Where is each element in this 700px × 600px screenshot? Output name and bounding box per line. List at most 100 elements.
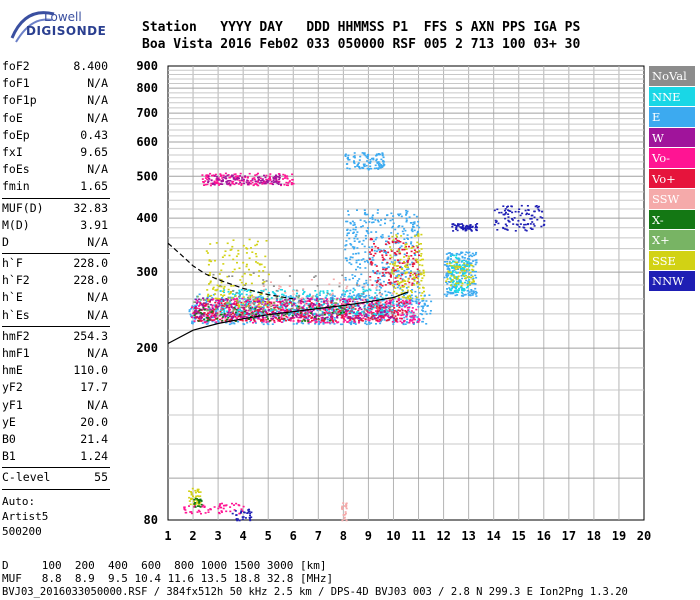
- echo-point: [288, 275, 291, 277]
- param-value: 110.0: [73, 363, 108, 378]
- echo-point: [387, 304, 390, 307]
- echo-point: [420, 253, 423, 255]
- echo-point: [339, 299, 342, 301]
- echo-point: [283, 304, 286, 307]
- echo-point: [390, 294, 393, 297]
- echo-point: [396, 232, 399, 235]
- echo-point: [364, 296, 367, 298]
- echo-point: [468, 265, 471, 268]
- echo-point: [224, 175, 227, 178]
- echo-point: [215, 310, 218, 313]
- echo-point: [331, 308, 334, 310]
- echo-point: [242, 178, 245, 181]
- echo-point: [188, 310, 191, 313]
- echo-point: [381, 166, 384, 168]
- echo-point: [247, 313, 250, 315]
- echo-point: [344, 244, 347, 247]
- echo-point: [451, 286, 454, 288]
- echo-point: [339, 301, 341, 303]
- echo-point: [224, 177, 227, 179]
- echo-point: [251, 179, 254, 181]
- echo-point: [305, 308, 308, 310]
- echo-point: [346, 308, 349, 311]
- echo-point: [306, 300, 309, 302]
- echo-point: [422, 299, 425, 302]
- echo-point: [228, 306, 231, 309]
- echo-point: [199, 309, 202, 311]
- echo-point: [352, 224, 355, 226]
- echo-point: [271, 318, 274, 321]
- echo-point: [385, 254, 388, 256]
- echo-point: [247, 304, 250, 306]
- echo-point: [223, 309, 226, 312]
- param-value: 1.65: [80, 179, 108, 194]
- echo-point: [310, 317, 313, 319]
- echo-point: [405, 316, 408, 318]
- echo-point: [207, 321, 210, 323]
- echo-point: [331, 292, 334, 295]
- param-key: B1: [2, 449, 16, 464]
- echo-point: [366, 311, 369, 314]
- echo-point: [311, 319, 313, 322]
- echo-point: [416, 234, 419, 237]
- echo-point: [401, 278, 404, 280]
- echo-point: [405, 311, 408, 314]
- echo-point: [201, 174, 204, 176]
- echo-point: [359, 306, 362, 309]
- echo-point: [342, 311, 345, 314]
- echo-point: [229, 183, 232, 186]
- echo-point: [336, 316, 339, 319]
- echo-point: [470, 274, 473, 276]
- echo-point: [242, 307, 245, 309]
- echo-point: [292, 296, 295, 299]
- echo-point: [370, 249, 373, 252]
- echo-point: [369, 289, 372, 292]
- echo-point: [349, 258, 352, 261]
- echo-point: [279, 301, 282, 304]
- echo-point: [209, 308, 212, 311]
- echo-point: [357, 163, 359, 166]
- echo-point: [374, 303, 377, 306]
- echo-point: [341, 323, 344, 326]
- echo-point: [290, 296, 293, 299]
- echo-point: [409, 275, 412, 278]
- echo-point: [247, 309, 250, 312]
- echo-point: [378, 162, 381, 165]
- echo-point: [448, 262, 451, 265]
- echo-point: [369, 263, 372, 265]
- echo-point: [415, 276, 418, 279]
- param-value: 17.7: [80, 380, 108, 395]
- echo-point: [239, 279, 242, 281]
- echo-point: [348, 278, 351, 281]
- echo-point: [348, 320, 351, 322]
- echo-point: [375, 294, 378, 297]
- echo-point: [213, 319, 215, 322]
- echo-point: [345, 163, 348, 165]
- echo-point: [354, 308, 357, 310]
- echo-point: [210, 179, 213, 182]
- echo-point: [236, 311, 239, 313]
- echo-point: [350, 320, 353, 323]
- echo-point: [276, 318, 279, 320]
- echo-point: [257, 316, 260, 319]
- echo-point: [223, 302, 226, 305]
- echo-point: [208, 309, 211, 312]
- echo-point: [455, 226, 458, 228]
- echo-point: [401, 302, 403, 304]
- echo-point: [348, 167, 351, 170]
- echo-point: [226, 300, 229, 303]
- echo-point: [282, 301, 285, 304]
- echo-point: [215, 175, 218, 178]
- echo-point: [410, 303, 413, 306]
- echo-point: [226, 303, 229, 305]
- echo-point: [360, 319, 363, 322]
- echo-point: [453, 283, 456, 286]
- echo-point: [220, 321, 223, 323]
- echo-point: [469, 228, 472, 230]
- echo-point: [531, 221, 534, 223]
- echo-point: [285, 295, 287, 297]
- echo-point: [231, 297, 234, 299]
- echo-point: [401, 296, 404, 298]
- echo-point: [463, 257, 466, 259]
- echo-point: [398, 225, 401, 227]
